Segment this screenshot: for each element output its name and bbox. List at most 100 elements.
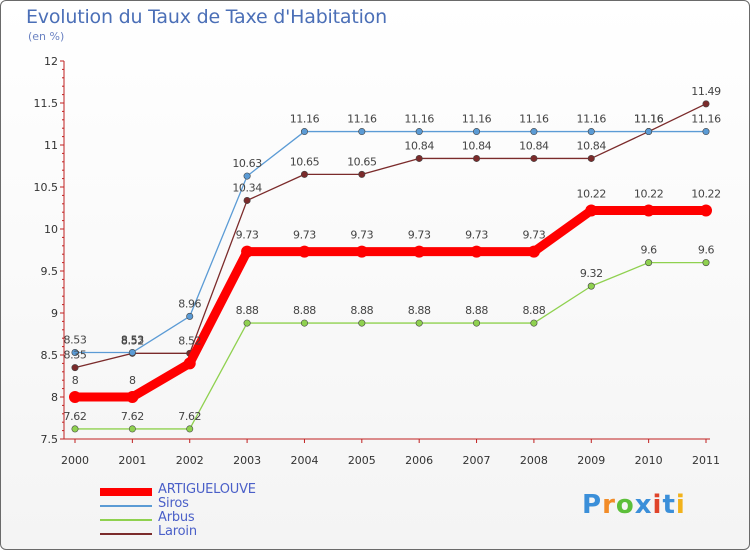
y-tick-label: 12 [44, 55, 58, 68]
data-point [645, 128, 653, 136]
data-label: 8.88 [522, 304, 545, 317]
data-point [69, 391, 81, 403]
x-tick-label: 2006 [405, 454, 433, 467]
data-point [415, 319, 423, 327]
x-tick-label: 2001 [118, 454, 146, 467]
data-label: 8.88 [408, 304, 431, 317]
y-tick-label: 8 [51, 391, 58, 404]
x-tick-label: 2008 [520, 454, 548, 467]
x-tick-label: 2005 [348, 454, 376, 467]
data-point [243, 172, 251, 180]
data-label: 9.73 [350, 229, 373, 242]
y-tick-label: 10 [44, 223, 58, 236]
data-point [702, 128, 710, 136]
data-label: 10.84 [462, 139, 492, 152]
data-label: 8.53 [121, 333, 144, 346]
data-label: 9.73 [465, 229, 488, 242]
logo-letter: i [652, 490, 663, 520]
data-point [243, 196, 251, 204]
chart-title: Evolution du Taux de Taxe d'Habitation [26, 6, 387, 28]
data-label: 9.32 [580, 267, 603, 280]
data-label: 7.62 [178, 410, 201, 423]
data-label: 11.16 [577, 113, 607, 126]
legend-label: Laroin [158, 524, 197, 539]
data-label: 8.52 [178, 334, 201, 347]
data-label: 8.88 [293, 304, 316, 317]
data-label: 10.22 [577, 188, 607, 201]
legend-swatch [100, 505, 152, 507]
data-point [642, 204, 655, 217]
data-label: 10.63 [232, 157, 262, 170]
data-point [470, 245, 483, 258]
logo-letter: o [615, 490, 635, 520]
data-label: 8.52 [121, 334, 144, 347]
legend-label: ARTIGUELOUVE [158, 482, 256, 497]
series-line-siros [74, 130, 707, 354]
data-point [358, 170, 366, 178]
data-point [587, 128, 595, 136]
data-point [530, 319, 538, 327]
logo-letter: P [582, 490, 603, 520]
x-tick-label: 2007 [463, 454, 491, 467]
legend-swatch [100, 488, 152, 496]
data-point [415, 154, 423, 162]
data-label: 9.73 [236, 229, 259, 242]
data-point [415, 128, 423, 136]
y-tick-label: 11.5 [34, 97, 59, 110]
data-label: 10.65 [290, 155, 320, 168]
data-label: 11.16 [290, 113, 320, 126]
data-point [300, 319, 308, 327]
data-point [585, 204, 598, 217]
data-label: 7.62 [64, 410, 87, 423]
data-label: 11.16 [634, 113, 664, 126]
data-label: 10.84 [404, 139, 434, 152]
data-label: 8 [72, 374, 79, 387]
data-label: 10.22 [634, 188, 664, 201]
data-label: 11.16 [634, 113, 664, 126]
data-point [473, 319, 481, 327]
data-point [702, 259, 710, 267]
data-point [71, 364, 79, 372]
data-point [702, 100, 710, 108]
data-point [298, 245, 311, 258]
data-point [243, 319, 251, 327]
x-tick-label: 2002 [176, 454, 204, 467]
x-tick-label: 2004 [290, 454, 318, 467]
data-label: 11.16 [404, 113, 434, 126]
logo-letter: t [662, 490, 676, 520]
data-point [300, 128, 308, 136]
data-label: 8.53 [64, 333, 87, 346]
x-tick-label: 2011 [692, 454, 720, 467]
data-point [183, 357, 196, 370]
series-line-artiguelouve [70, 206, 711, 402]
data-point [186, 312, 194, 320]
data-point [128, 348, 136, 356]
series-line-laroin [74, 103, 707, 369]
data-label: 8.96 [178, 297, 201, 310]
logo-letter: r [602, 490, 616, 520]
data-label: 9.73 [293, 229, 316, 242]
y-tick-label: 11 [44, 139, 58, 152]
data-label: 9.6 [698, 244, 715, 257]
data-point [700, 204, 712, 217]
legend-label: Siros [158, 496, 189, 511]
data-label: 11.16 [691, 113, 721, 126]
data-point [473, 128, 481, 136]
data-label: 10.34 [232, 181, 262, 194]
data-label: 11.49 [691, 85, 721, 98]
data-point [241, 245, 254, 258]
data-label: 8 [129, 374, 136, 387]
data-point [186, 425, 194, 433]
logo-letter: x [634, 490, 653, 520]
data-point [587, 154, 595, 162]
y-tick-label: 9 [51, 307, 58, 320]
data-label: 11.16 [347, 113, 377, 126]
data-point [355, 245, 368, 258]
data-point [358, 319, 366, 327]
logo-letter: i [675, 490, 686, 520]
data-label: 11.16 [462, 113, 492, 126]
data-label: 8.35 [64, 349, 87, 362]
data-label: 8.88 [465, 304, 488, 317]
proxiti-logo: Proxiti [582, 490, 686, 520]
